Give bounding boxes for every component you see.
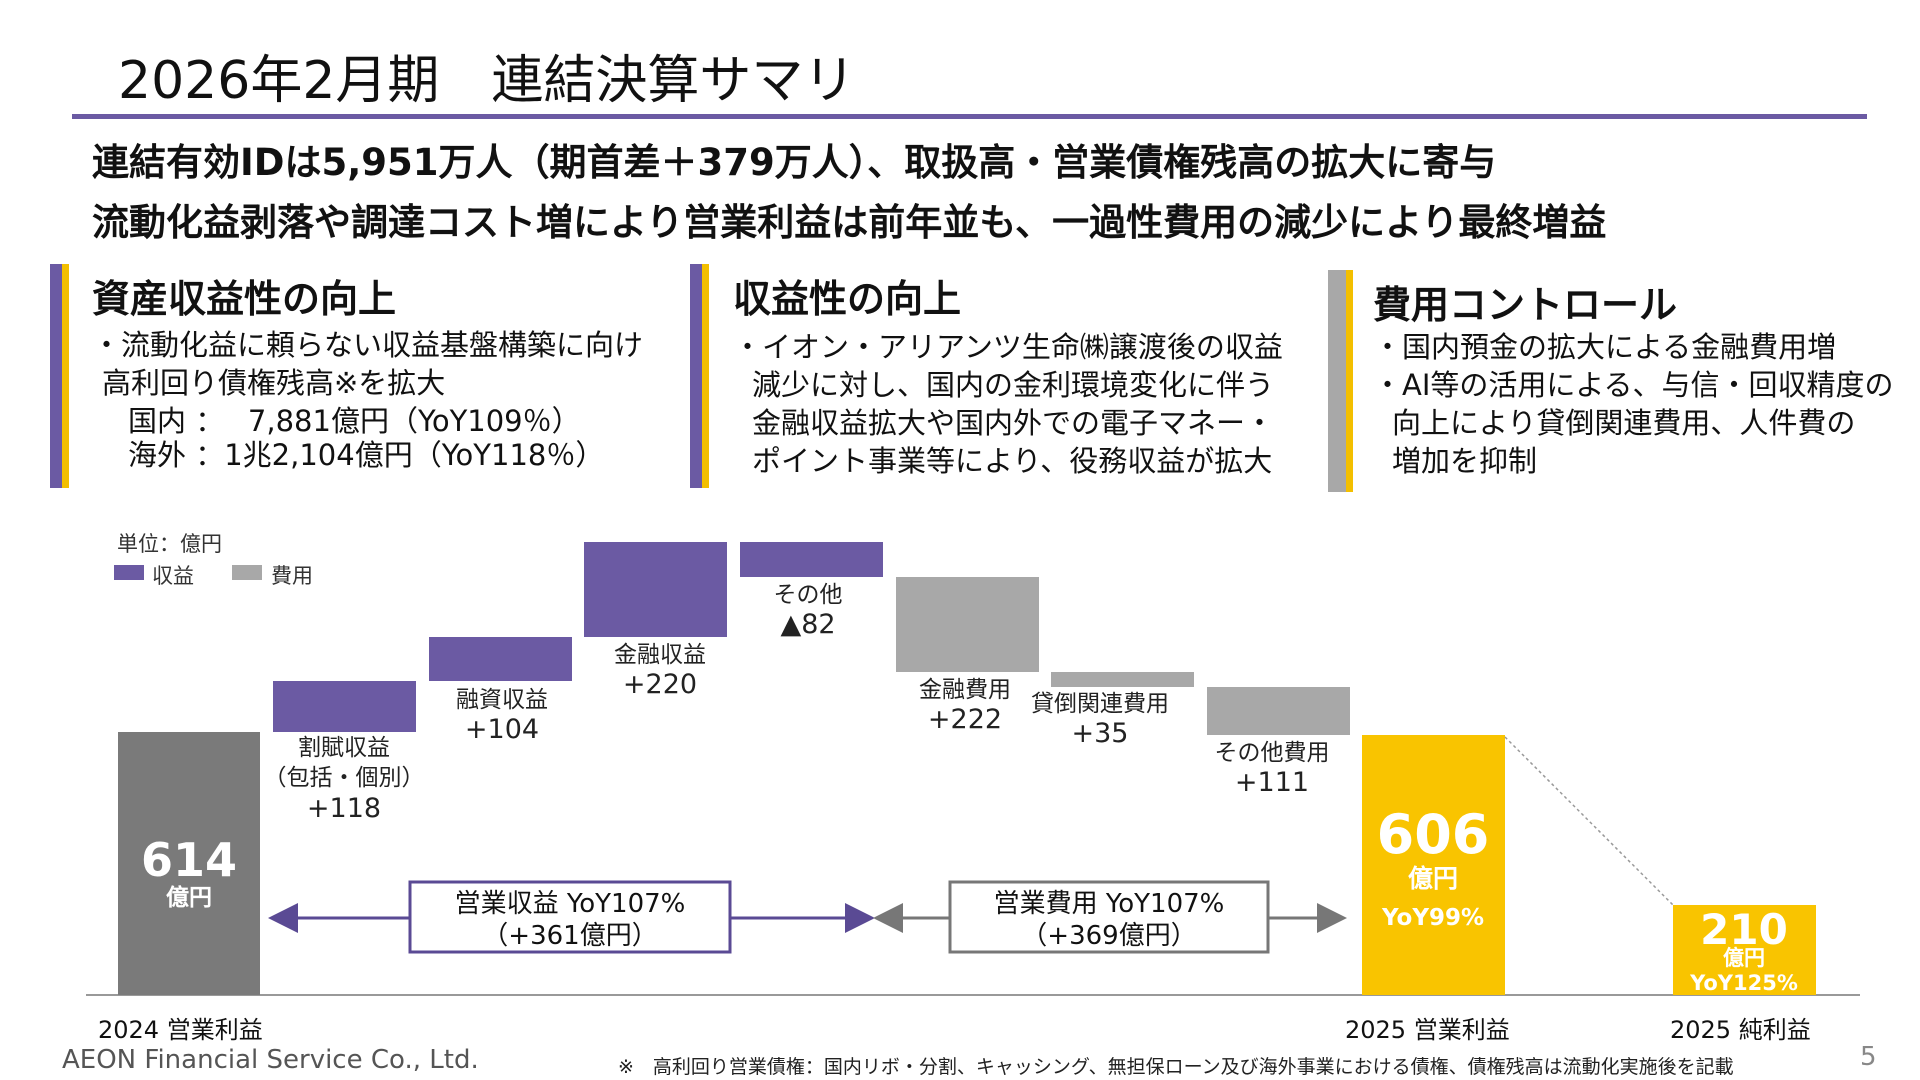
yoy-2025-net: YoY125% — [1689, 971, 1798, 995]
panel-3-accent-bar — [1328, 270, 1346, 492]
panel-2-line-1: ・イオン・アリアンツ生命㈱譲渡後の収益 — [733, 330, 1283, 364]
legend-expense-swatch — [232, 565, 262, 580]
panel-1-accent-bar — [50, 264, 62, 488]
panel-1-line-4: 海外 ：1兆2,104億円（YoY118％） — [128, 438, 605, 472]
panel-2-line-3: 金融収益拡大や国内外での電子マネー・ — [752, 406, 1275, 440]
x-label-2025-net: 2025 純利益 — [1670, 1016, 1811, 1044]
bar-other-revenue — [740, 542, 883, 577]
legend-expense-label: 費用 — [271, 564, 313, 588]
panel-1-line-1: ・流動化益に頼らない収益基盤構築に向け — [92, 328, 644, 362]
page-number: 5 — [1860, 1042, 1877, 1072]
chart-unit-label: 単位：億円 — [117, 532, 222, 556]
value-bad-loan-cost: +35 — [1072, 718, 1129, 749]
span-sub-expense: （+369億円） — [1021, 921, 1196, 951]
panel-1-accent-yellow — [62, 264, 69, 488]
unit-2025-op: 億円 — [1408, 864, 1458, 893]
label-other-revenue: その他 — [774, 582, 843, 608]
panel-2-line-2: 減少に対し、国内の金利環境変化に伴う — [752, 368, 1275, 402]
value-installment: +118 — [307, 793, 381, 824]
bar-other-cost — [1207, 687, 1350, 735]
label-bad-loan-cost: 貸倒関連費用 — [1031, 691, 1169, 717]
unit-start: 億円 — [166, 884, 212, 911]
span-box-revenue — [408, 880, 732, 954]
panel-3-line-2: ・AI等の活用による、与信・回収精度の — [1373, 368, 1894, 402]
value-other-revenue: ▲82 — [780, 609, 835, 640]
value-2025-op: 606 — [1377, 803, 1490, 866]
x-label-2024-op: 2024 営業利益 — [98, 1016, 263, 1044]
span-label-expense: 営業費用 YoY107% — [994, 889, 1225, 919]
footnote: ※ 高利回り営業債権：国内リボ・分割、キャッシング、無担保ローン及び海外事業にお… — [618, 1056, 1734, 1078]
panel-3-line-3: 向上により貸倒関連費用、人件費の — [1392, 406, 1856, 440]
label-financial-cost: 金融費用 — [919, 677, 1011, 703]
value-start: 614 — [141, 833, 237, 887]
panel-2-line-4: ポイント事業等により、役務収益が拡大 — [752, 444, 1273, 478]
value-financial-cost: +222 — [928, 704, 1002, 735]
bar-financial-cost — [896, 577, 1039, 672]
panel-2-accent-yellow — [702, 264, 709, 488]
bar-2025-net-profit — [1673, 905, 1816, 995]
connector-dotted — [1504, 736, 1674, 906]
value-other-cost: +111 — [1235, 767, 1309, 798]
label-installment-line2: （包括・個別） — [264, 765, 425, 791]
panel-2-accent-bar — [690, 264, 702, 488]
value-loan: +104 — [465, 714, 539, 745]
bar-installment-revenue — [273, 681, 416, 732]
span-sub-revenue: （+361億円） — [482, 921, 657, 951]
panel-1-title: 資産収益性の向上 — [92, 277, 397, 321]
panel-1-line-2: 高利回り債権残高※を拡大 — [102, 366, 446, 400]
page-title: 2026年2月期 連結決算サマリ — [118, 51, 856, 111]
headline-1: 連結有効IDは5,951万人（期首差＋379万人）、取扱高・営業債権残高の拡大に… — [92, 141, 1497, 184]
title-divider — [72, 114, 1867, 119]
bar-start-2024-op-profit — [118, 732, 260, 995]
bar-bad-loan-cost — [1051, 672, 1194, 687]
label-installment-line1: 割賦収益 — [298, 735, 390, 761]
label-other-cost: その他費用 — [1215, 740, 1330, 766]
legend-revenue-swatch — [114, 565, 144, 580]
bar-2025-op-profit — [1362, 735, 1505, 995]
panel-3-line-1: ・国内預金の拡大による金融費用増 — [1373, 330, 1837, 364]
panel-1-line-3: 国内 ： 7,881億円（YoY109％） — [128, 404, 581, 438]
panel-3-title: 費用コントロール — [1373, 283, 1678, 327]
bar-loan-revenue — [429, 637, 572, 681]
legend-revenue-label: 収益 — [152, 564, 194, 588]
panel-2-title: 収益性の向上 — [733, 277, 962, 321]
unit-2025-net: 億円 — [1723, 946, 1765, 970]
bar-financial-revenue — [584, 542, 727, 637]
panel-3-accent-yellow — [1346, 270, 1353, 492]
span-label-revenue: 営業収益 YoY107% — [455, 889, 686, 919]
panel-3-line-4: 増加を抑制 — [1392, 444, 1538, 478]
headline-2: 流動化益剥落や調達コスト増により営業利益は前年並も、一過性費用の減少により最終増… — [92, 201, 1607, 244]
yoy-2025-op: YoY99% — [1381, 905, 1484, 931]
company-name: AEON Financial Service Co., Ltd. — [62, 1045, 479, 1075]
span-box-expense — [948, 880, 1270, 954]
value-2025-net: 210 — [1700, 905, 1788, 954]
x-label-2025-op: 2025 営業利益 — [1345, 1016, 1510, 1044]
label-loan: 融資収益 — [456, 687, 548, 713]
label-financial-revenue: 金融収益 — [614, 642, 706, 668]
value-financial-revenue: +220 — [623, 669, 697, 700]
